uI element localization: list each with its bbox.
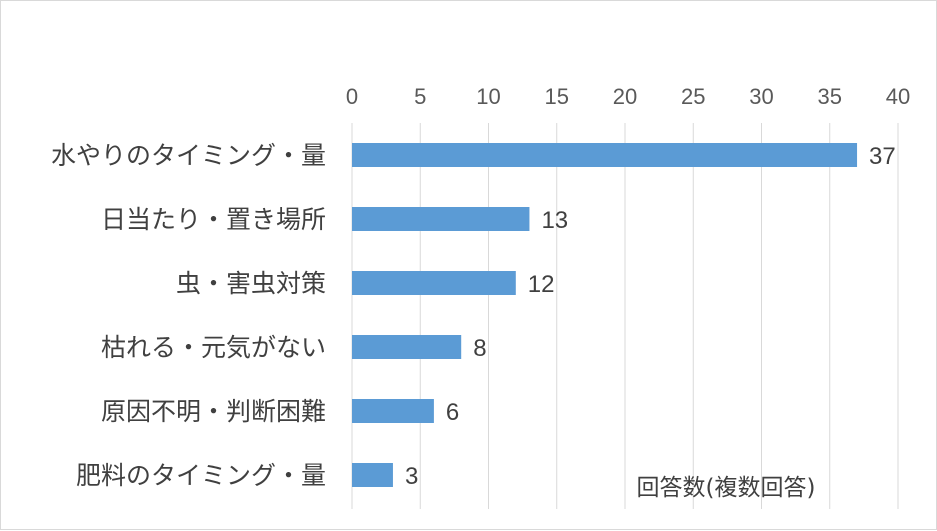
data-labels: 37 13 12 8 6 3 — [405, 143, 896, 490]
x-tick-label: 20 — [613, 84, 637, 109]
category-label: 枯れる・元気がない — [101, 333, 326, 362]
bar-3 — [352, 335, 462, 359]
x-tick-label: 5 — [414, 84, 426, 109]
x-tick-label: 30 — [749, 84, 773, 109]
x-tick-label: 15 — [545, 84, 569, 109]
category-label: 肥料のタイミング・量 — [76, 461, 326, 490]
category-labels: 水やりのタイミング・量日当たり・置き場所虫・害虫対策枯れる・元気がない原因不明・… — [51, 141, 326, 490]
data-label: 13 — [541, 207, 568, 234]
data-label: 12 — [528, 271, 555, 298]
category-label: 虫・害虫対策 — [176, 269, 326, 298]
bars — [352, 143, 858, 487]
category-label: 水やりのタイミング・量 — [51, 141, 326, 170]
x-tick-label: 25 — [681, 84, 705, 109]
category-label: 日当たり・置き場所 — [101, 205, 326, 234]
data-label: 6 — [446, 399, 459, 426]
bar-4 — [352, 399, 434, 423]
x-axis-ticks: 0 5 10 15 20 25 30 35 40 — [346, 84, 910, 109]
axis-annotation: 回答数(複数回答) — [637, 475, 816, 501]
data-label: 3 — [405, 463, 418, 490]
x-tick-label: 35 — [818, 84, 842, 109]
bar-1 — [352, 207, 530, 231]
data-label: 37 — [869, 143, 896, 170]
data-label: 8 — [473, 335, 486, 362]
bar-2 — [352, 271, 516, 295]
x-tick-label: 10 — [476, 84, 500, 109]
x-tick-label: 40 — [886, 84, 910, 109]
bar-5 — [352, 463, 393, 487]
gridlines — [351, 123, 899, 509]
bar-0 — [352, 143, 858, 167]
category-label: 原因不明・判断困難 — [101, 397, 326, 426]
x-tick-label: 0 — [346, 84, 358, 109]
